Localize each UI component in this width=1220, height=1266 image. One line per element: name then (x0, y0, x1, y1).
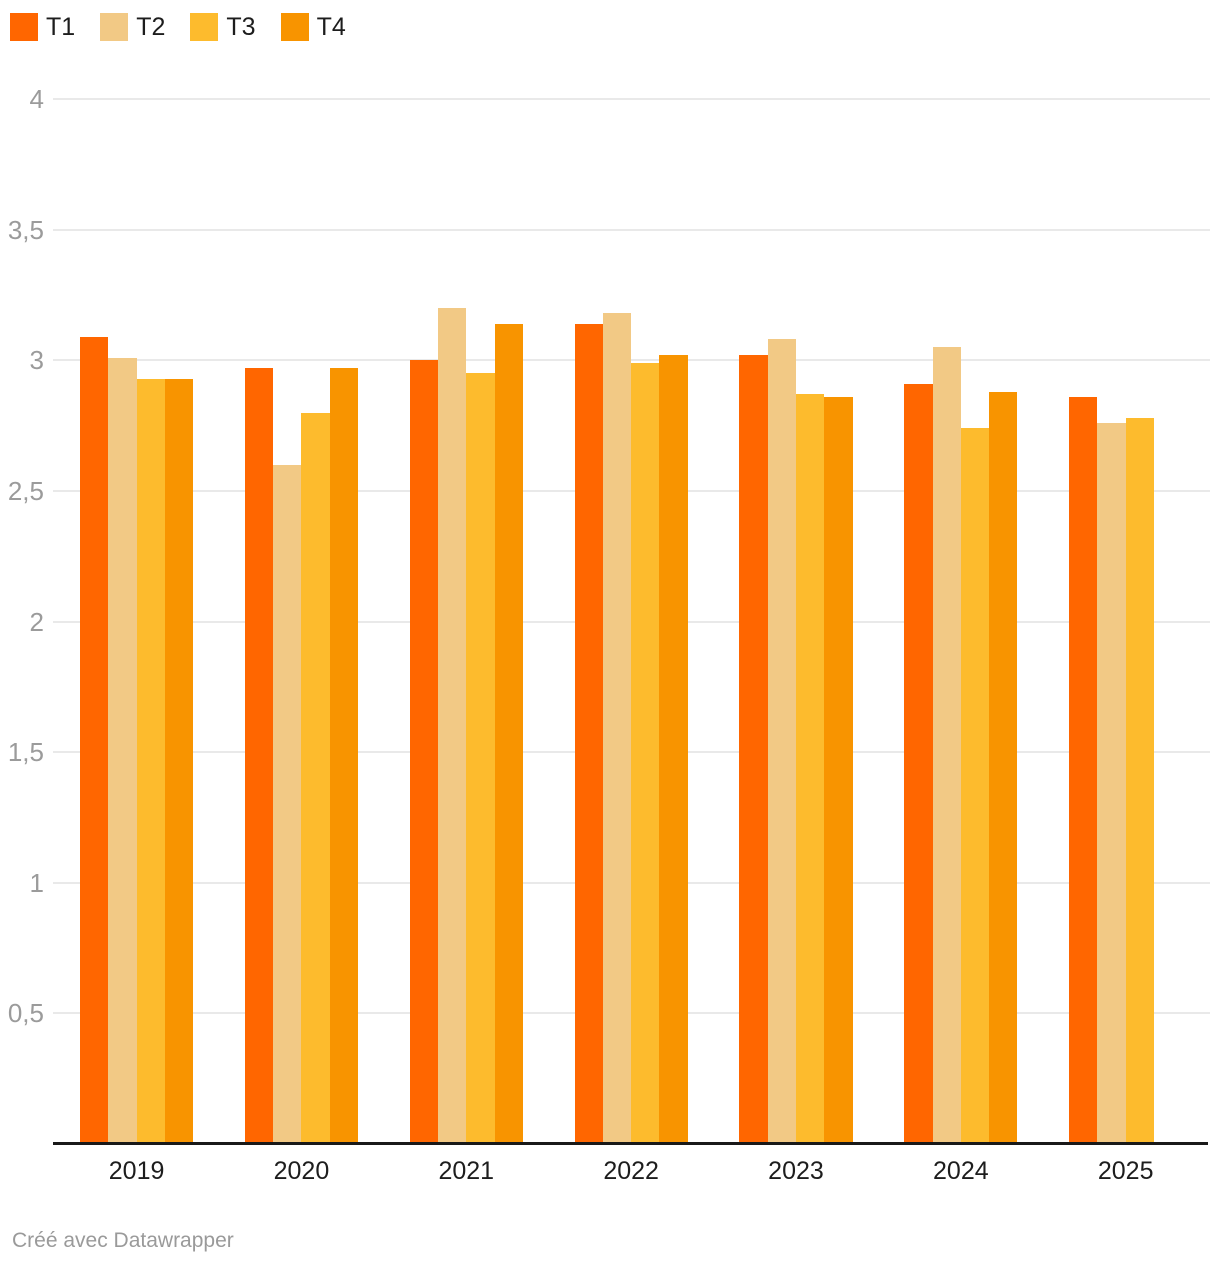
bar-T2-2025[interactable] (1097, 422, 1126, 1144)
y-axis-tick-label: 3 (29, 345, 44, 376)
credit-line: Créé avec Datawrapper (12, 1229, 234, 1253)
y-axis-tick-label: 4 (29, 84, 44, 114)
legend-item-T4: T4 (280, 13, 346, 41)
x-axis-label-2024: 2024 (933, 1157, 989, 1185)
bar-T4-2020[interactable] (329, 368, 359, 1144)
legend-swatch-icon (280, 13, 309, 41)
bar-T2-2019[interactable] (108, 357, 137, 1144)
gridline (53, 359, 1210, 362)
bar-T1-2025[interactable] (1069, 396, 1098, 1144)
bar-T2-2024[interactable] (932, 347, 961, 1144)
bar-T3-2023[interactable] (796, 394, 825, 1144)
legend-item-T2: T2 (100, 13, 165, 41)
bar-T4-2022[interactable] (659, 355, 688, 1144)
x-axis-label-2025: 2025 (1097, 1157, 1154, 1185)
y-axis-tick-label: 1,5 (7, 737, 44, 768)
y-axis-tick-label: 1 (29, 867, 44, 898)
legend-label: T4 (316, 13, 346, 41)
y-axis-tick-label: 3,5 (7, 214, 44, 245)
bar-T4-2024[interactable] (989, 391, 1018, 1144)
bar-T3-2022[interactable] (631, 362, 660, 1144)
legend-label: T1 (46, 13, 76, 41)
bar-T2-2022[interactable] (602, 313, 632, 1144)
bar-T1-2024[interactable] (904, 383, 933, 1144)
gridline (53, 98, 1210, 100)
bar-T1-2021[interactable] (409, 360, 438, 1144)
bar-T1-2023[interactable] (739, 355, 768, 1144)
bar-T4-2023[interactable] (824, 396, 853, 1144)
x-axis-label-2022: 2022 (603, 1157, 659, 1185)
gridline (53, 228, 1210, 231)
bar-T1-2020[interactable] (244, 368, 274, 1144)
legend-swatch-icon (10, 13, 38, 41)
legend-label: T2 (136, 13, 166, 41)
y-axis-tick-label: 2,5 (7, 475, 44, 506)
datawrapper-credit-link[interactable]: Créé avec Datawrapper (12, 1229, 234, 1252)
bar-T1-2019[interactable] (80, 336, 109, 1144)
x-axis-label-2020: 2020 (273, 1157, 330, 1185)
y-axis-tick-label: 0,5 (7, 998, 44, 1029)
bar-T2-2020[interactable] (273, 464, 302, 1144)
plot-area: 0,5 1 1,5 2 2,5 3 3,5 4 2019 2020 2021 2022 2023 2024… (7, 84, 1210, 1185)
legend-swatch-icon (190, 13, 219, 41)
bar-T3-2019[interactable] (136, 378, 165, 1144)
y-axis-tick-label: 2 (29, 606, 44, 637)
bar-T3-2025[interactable] (1125, 417, 1154, 1144)
bar-T4-2021[interactable] (494, 323, 523, 1144)
legend-swatch-icon (100, 13, 129, 41)
bar-T2-2023[interactable] (767, 339, 796, 1144)
legend-item-T1: T1 (10, 13, 75, 41)
bar-T2-2021[interactable] (438, 308, 467, 1144)
bar-T3-2024[interactable] (960, 428, 990, 1144)
bar-T3-2020[interactable] (301, 412, 330, 1144)
legend: T1 T2 T3 T4 (10, 13, 371, 41)
bar-T3-2021[interactable] (466, 373, 495, 1144)
bar-T1-2022[interactable] (574, 323, 603, 1144)
bar-T4-2019[interactable] (164, 378, 194, 1144)
legend-item-T3: T3 (190, 13, 256, 41)
x-axis-line (53, 1142, 1208, 1145)
x-axis-label-2021: 2021 (438, 1157, 495, 1185)
x-axis-label-2019: 2019 (108, 1157, 165, 1185)
legend-label: T3 (226, 13, 256, 41)
x-axis-label-2023: 2023 (768, 1157, 824, 1185)
